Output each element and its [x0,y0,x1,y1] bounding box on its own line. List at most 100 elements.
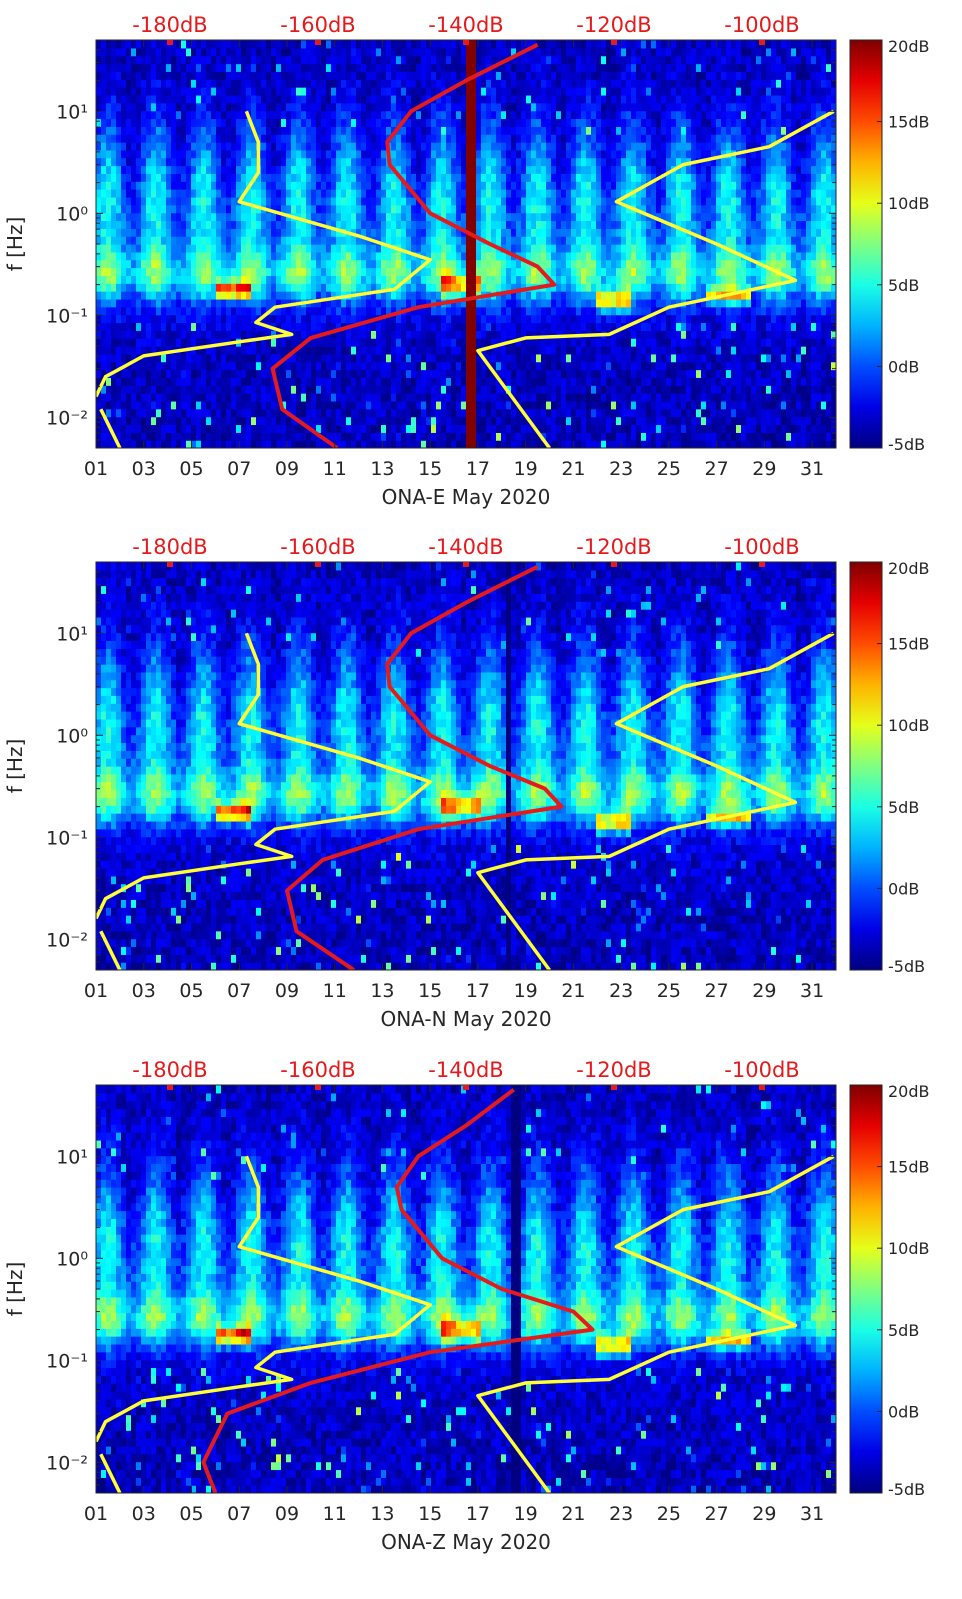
top-db-axis: -180dB -160dB -140dB -120dB -100dB [132,13,800,45]
x-tick-label: 03 [132,458,156,480]
panel-2: 01 03 05 07 09 11 13 15 17 19 21 23 25 27 29 31 ONA-N Ma… [3,535,930,1031]
x-tick-label: 15 [418,980,442,1002]
x-tick-label: 07 [227,1503,251,1525]
colorbar-tick-label: 20dB [888,37,930,56]
top-db-axis: -180dB -160dB -140dB -120dB -100dB [132,1058,800,1090]
top-tick-label: -180dB [132,1058,207,1082]
colorbar: 20dB 15dB 10dB 5dB 0dB -5dB [849,37,930,454]
x-tick-label: 07 [227,980,251,1002]
y-tick-label: 10¹ [56,623,88,645]
y-axis-label: f [Hz] [3,217,27,272]
x-tick-label: 13 [370,458,394,480]
y-axis-label: f [Hz] [3,1262,27,1317]
x-tick-label: 01 [84,980,108,1002]
colorbar-tick-label: -5dB [888,435,925,454]
colorbar-tick-label: 0dB [888,1402,919,1421]
x-tick-label: 03 [132,1503,156,1525]
curve-2 [99,1453,122,1493]
colorbar: 20dB 15dB 10dB 5dB 0dB -5dB [849,559,930,976]
colorbar-tick-label: 0dB [888,879,919,898]
colorbar-tick-label: 10dB [888,194,930,213]
x-tick-label: 29 [752,980,776,1002]
y-tick-label: 10¹ [56,101,88,123]
y-tick-label: 10⁻¹ [46,305,88,327]
x-tick-label: 09 [275,458,299,480]
top-tick-label: -100dB [724,1058,799,1082]
top-tick-label: -120dB [576,535,651,559]
x-tick-label: 27 [705,1503,729,1525]
y-tick-label: 10⁰ [56,203,88,225]
top-db-axis: -180dB -160dB -140dB -120dB -100dB [132,535,800,567]
curve-1 [96,632,432,920]
top-tick-label: -140dB [428,1058,503,1082]
x-tick-label: 19 [514,458,538,480]
colorbar-tick-label: -5dB [888,1480,925,1499]
x-tick-label: 21 [561,1503,585,1525]
x-tick-label: 15 [418,458,442,480]
top-tick-label: -180dB [132,535,207,559]
colorbar-tick-label: 15dB [888,1158,930,1177]
curve-3 [476,1154,835,1493]
top-tick-label: -140dB [428,535,503,559]
colorbar: 20dB 15dB 10dB 5dB 0dB -5dB [849,1082,930,1499]
x-tick-label: 13 [370,980,394,1002]
x-tick-label: 29 [752,458,776,480]
top-tick-label: -140dB [428,13,503,37]
colorbar-tick-label: 15dB [888,635,930,654]
x-tick-label: 15 [418,1503,442,1525]
x-tick-label: 25 [657,458,681,480]
colorbar-tick-label: 20dB [888,1082,930,1101]
x-tick-label: 29 [752,1503,776,1525]
spectrogram [96,1085,836,1493]
top-tick-label: -160dB [280,535,355,559]
x-tick-label: 05 [179,1503,203,1525]
top-tick-label: -100dB [724,535,799,559]
top-tick-label: -160dB [280,13,355,37]
x-tick-label: 05 [179,458,203,480]
curves [96,42,835,448]
y-axis: 10¹ 10⁰ 10⁻¹ 10⁻² f [Hz] [3,561,836,971]
colorbar-tick-label: 5dB [888,1321,919,1340]
x-tick-label: 19 [514,980,538,1002]
top-tick-label: -120dB [576,13,651,37]
x-tick-label: 31 [800,458,824,480]
x-tick-label: 11 [323,458,347,480]
curve-2 [99,408,122,448]
curves [96,1088,835,1493]
curve-2 [99,930,122,970]
x-tick-label: 31 [800,1503,824,1525]
colorbar-tick-label: 15dB [888,113,930,132]
colorbar-tick-label: 20dB [888,559,930,578]
x-tick-label: 27 [705,980,729,1002]
y-axis: 10¹ 10⁰ 10⁻¹ 10⁻² f [Hz] [3,1084,836,1494]
panel-3: 01 03 05 07 09 11 13 15 17 19 21 23 25 27 29 31 ONA-Z Ma… [3,1058,930,1554]
x-tick-label: 17 [466,1503,490,1525]
top-tick-label: -100dB [724,13,799,37]
x-tick-label: 21 [561,980,585,1002]
x-tick-label: 09 [275,1503,299,1525]
colorbar-tick-label: 10dB [888,716,930,735]
x-axis: 01 03 05 07 09 11 13 15 17 19 21 23 25 27 29 31 ONA-Z Ma… [84,1085,824,1554]
x-tick-label: 03 [132,980,156,1002]
spectrogram [96,562,836,970]
x-tick-label: 23 [609,458,633,480]
x-tick-label: 25 [657,980,681,1002]
curve-4 [201,1088,595,1493]
x-tick-label: 09 [275,980,299,1002]
colorbar-tick-label: -5dB [888,957,925,976]
top-tick-label: -120dB [576,1058,651,1082]
x-tick-label: 17 [466,458,490,480]
x-tick-label: 13 [370,1503,394,1525]
x-axis: 01 03 05 07 09 11 13 15 17 19 21 23 25 27 29 31 ONA-N Ma… [84,562,824,1031]
x-tick-label: 27 [705,458,729,480]
x-tick-label: 07 [227,458,251,480]
y-tick-label: 10⁻² [46,407,88,429]
x-tick-label: 01 [84,1503,108,1525]
curve-1 [96,110,432,398]
top-tick-label: -180dB [132,13,207,37]
y-tick-label: 10⁻² [46,929,88,951]
x-tick-label: 23 [609,1503,633,1525]
curve-1 [96,1155,432,1443]
x-tick-label: 31 [800,980,824,1002]
panel-1: 01 03 05 07 09 11 13 15 17 19 21 23 25 27 29 31 ONA-E Ma… [3,13,930,509]
